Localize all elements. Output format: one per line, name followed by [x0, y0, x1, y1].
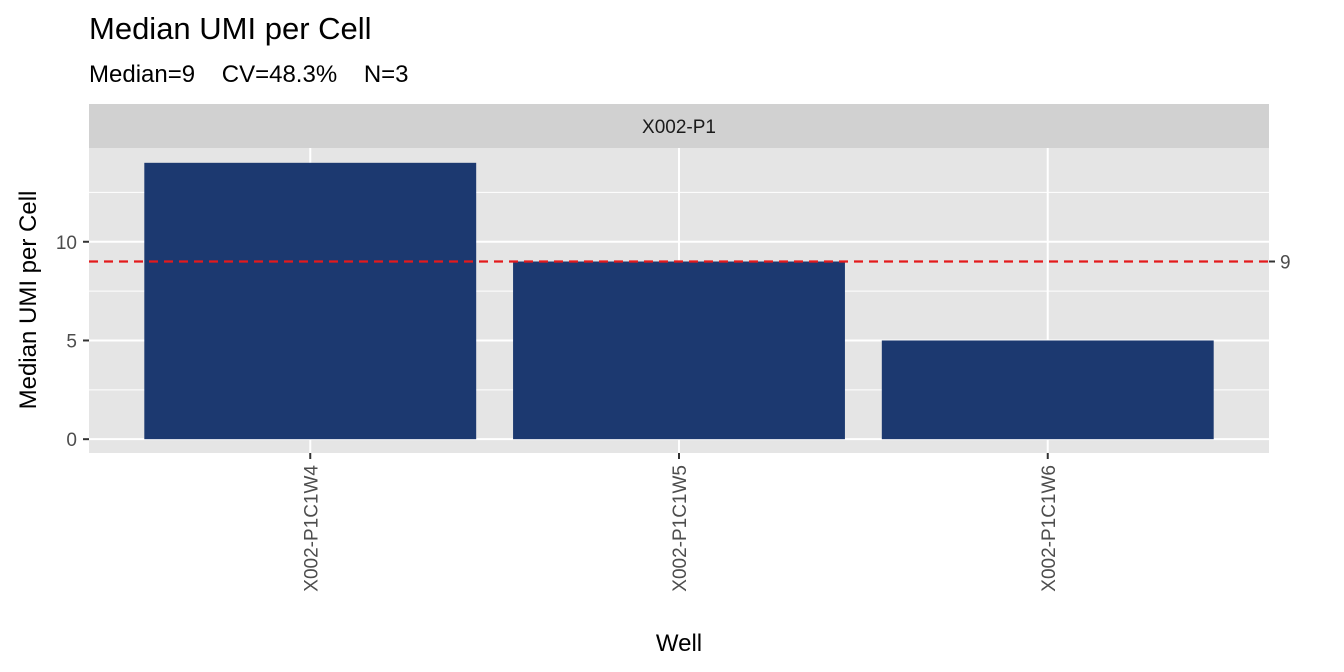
x-tick-label: X002-P1C1W4 — [301, 465, 322, 592]
chart-subtitle: Median=9 CV=48.3% N=3 — [89, 61, 409, 88]
bars-layer — [144, 162, 1214, 440]
facet-strip — [89, 104, 1269, 148]
axes-layer: 0 5 10 X002-P1C1W4 X002-P1C1W5 X002-P1C1W6 — [56, 233, 1060, 592]
y-tick-label: 0 — [66, 430, 77, 451]
facet-strip-label: X002-P1 — [642, 117, 716, 138]
x-axis-title: Well — [656, 630, 702, 657]
bar-x002-p1c1w5 — [513, 261, 845, 440]
y-axis-title: Median UMI per Cell — [15, 191, 42, 410]
reference-line-label: 9 — [1280, 253, 1291, 274]
x-tick-label: X002-P1C1W5 — [670, 465, 691, 592]
chart-title: Median UMI per Cell — [89, 11, 372, 46]
reference-line-layer: 9 — [89, 253, 1291, 274]
y-tick-label: 10 — [56, 233, 77, 254]
bar-x002-p1c1w4 — [144, 162, 477, 440]
x-tick-label: X002-P1C1W6 — [1039, 465, 1060, 592]
bar-x002-p1c1w6 — [881, 340, 1214, 440]
y-tick-label: 5 — [66, 331, 77, 352]
